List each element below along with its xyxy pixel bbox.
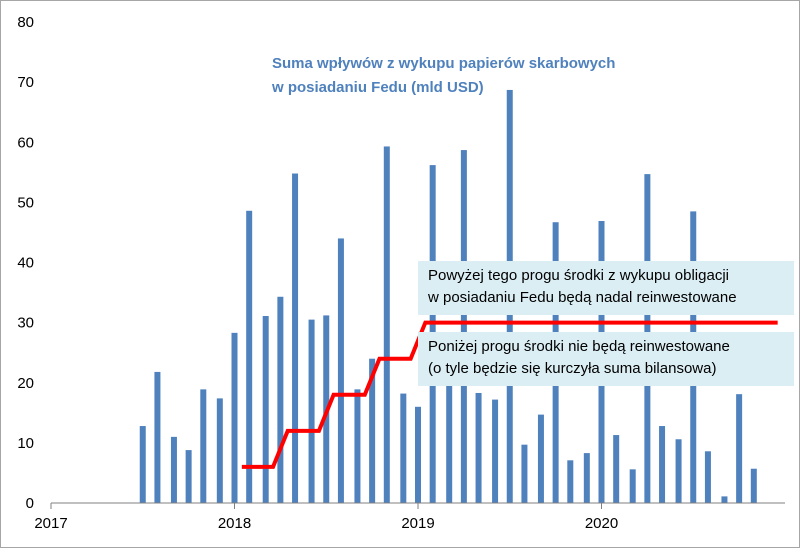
- y-tick-label: 80: [17, 14, 34, 31]
- bar: [415, 406, 421, 503]
- y-tick-label: 30: [17, 315, 34, 332]
- bar: [446, 382, 453, 503]
- y-tick-label: 70: [17, 74, 34, 91]
- bar: [675, 439, 682, 503]
- chart-title-line-1: Suma wpływów z wykupu papierów skarbowyc…: [272, 55, 615, 72]
- bar: [629, 469, 636, 503]
- bar: [354, 389, 361, 503]
- annotation-below-line-2: (o tyle będzie się kurczyła suma bilanso…: [428, 360, 717, 377]
- bar: [246, 210, 253, 504]
- bar: [537, 414, 544, 503]
- bar: [613, 435, 620, 503]
- bar: [659, 426, 666, 503]
- y-tick-label: 40: [17, 255, 34, 272]
- bar: [308, 319, 315, 503]
- bar: [292, 173, 299, 503]
- bar: [704, 451, 711, 503]
- bar: [521, 444, 528, 503]
- bar: [721, 496, 728, 503]
- bar: [400, 393, 407, 503]
- bar: [337, 238, 344, 503]
- x-tick-label: 2020: [585, 515, 618, 532]
- axes: [50, 502, 785, 509]
- bar: [492, 399, 499, 503]
- y-tick-label: 50: [17, 194, 34, 211]
- bar: [170, 436, 177, 503]
- annotation-above-line-1: Powyżej tego progu środki z wykupu oblig…: [428, 267, 729, 284]
- bar: [750, 468, 757, 503]
- bar: [216, 398, 223, 503]
- bar: [262, 316, 269, 503]
- bar: [200, 389, 207, 503]
- bar: [185, 450, 192, 503]
- y-tick-label: 0: [26, 495, 34, 512]
- bar: [383, 146, 390, 504]
- y-tick-label: 20: [17, 375, 34, 392]
- bar: [475, 392, 482, 503]
- x-tick-label: 2017: [34, 515, 67, 532]
- y-tick-labels: 0 10 20 30 40 50 60 70 80: [17, 14, 34, 512]
- annotation-below-line-1: Poniżej progu środki nie będą reinwestow…: [428, 338, 730, 355]
- annotation-above-threshold: Powyżej tego progu środki z wykupu oblig…: [418, 261, 794, 315]
- x-tick-label: 2018: [218, 515, 251, 532]
- x-tick-label: 2019: [401, 515, 434, 532]
- bar: [231, 332, 238, 503]
- bar: [460, 150, 467, 503]
- bar: [736, 394, 743, 503]
- bar: [567, 460, 574, 503]
- bar: [277, 296, 284, 503]
- annotation-below-threshold: Poniżej progu środki nie będą reinwestow…: [418, 332, 794, 386]
- y-tick-label: 60: [17, 134, 34, 151]
- bar: [583, 453, 590, 503]
- y-tick-label: 10: [17, 435, 34, 452]
- x-tick-labels: 2017 2018 2019 2020: [34, 515, 618, 532]
- bar: [139, 426, 146, 503]
- chart-title-line-2: w posiadaniu Fedu (mld USD): [271, 79, 484, 96]
- bar: [154, 371, 161, 503]
- annotation-above-line-2: w posiadaniu Fedu będą nadal reinwestowa…: [428, 289, 737, 306]
- bar: [369, 358, 376, 503]
